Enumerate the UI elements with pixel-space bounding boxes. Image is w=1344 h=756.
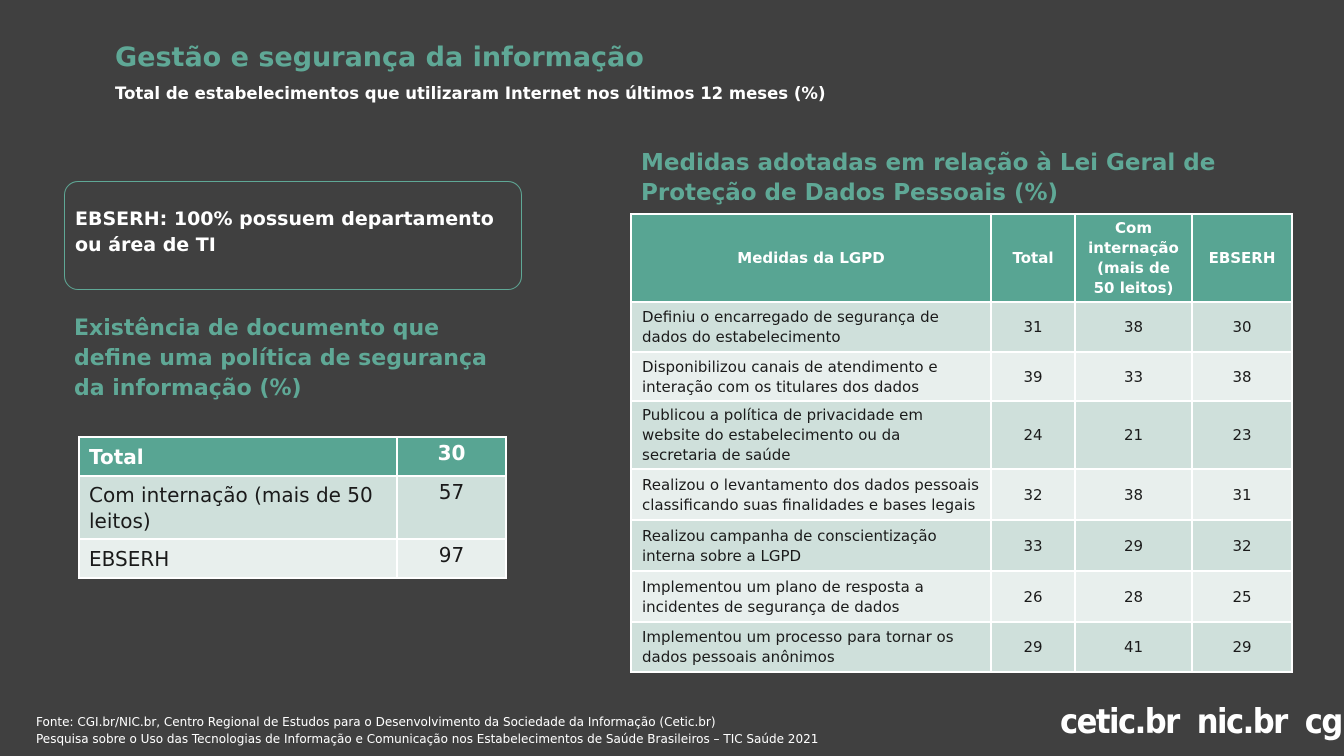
cell-value: 38 — [1074, 468, 1193, 521]
cell-value: 29 — [990, 621, 1076, 673]
table-row: Publicou a política de privacidade em we… — [630, 400, 1293, 470]
cell-value: 39 — [990, 351, 1076, 402]
cell-value: 97 — [396, 538, 507, 579]
cell-value: 24 — [990, 400, 1076, 470]
cell-value: 33 — [990, 519, 1076, 572]
cell-value: 26 — [990, 570, 1076, 623]
cell-value: 38 — [1191, 351, 1293, 402]
survey: Pesquisa sobre o Uso das Tecnologias de … — [36, 732, 819, 746]
cell-value: 23 — [1191, 400, 1293, 470]
cell-value: 30 — [396, 436, 507, 477]
cell-value: 33 — [1074, 351, 1193, 402]
left-table: Total 30 Com internação (mais de 50 leitos… — [78, 436, 507, 579]
cell-label: Realizou campanha de conscientização int… — [630, 519, 992, 572]
cell-value: 25 — [1191, 570, 1293, 623]
cell-label: Implementou um processo para tornar os d… — [630, 621, 992, 673]
cell-label: Realizou o levantamento dos dados pessoa… — [630, 468, 992, 521]
cell-value: 57 — [396, 475, 507, 540]
cell-value: 32 — [990, 468, 1076, 521]
table-row: EBSERH 97 — [78, 538, 507, 579]
source: Fonte: CGI.br/NIC.br, Centro Regional de… — [36, 715, 716, 729]
right-table: Medidas da LGPD Total Com internação (mais… — [630, 213, 1293, 673]
cell-value: 31 — [1191, 468, 1293, 521]
table-row: Realizou campanha de conscientização int… — [630, 519, 1293, 572]
table-row: Implementou um plano de resposta a incid… — [630, 570, 1293, 623]
table-row: Implementou um processo para tornar os d… — [630, 621, 1293, 673]
cell-label: Definiu o encarregado de segurança de da… — [630, 301, 992, 353]
highlight-box: EBSERH: 100% possuem departamento ou áre… — [64, 181, 522, 290]
logo: cgi.br — [1304, 702, 1344, 742]
table-row: Total 30 — [78, 436, 507, 477]
cell-label: Publicou a política de privacidade em we… — [630, 400, 992, 470]
right-table-title: Medidas adotadas em relação à Lei Geral … — [641, 150, 1216, 206]
cell-value: 41 — [1074, 621, 1193, 673]
column-header: Com internação (mais de 50 leitos) — [1074, 213, 1193, 303]
cell-value: 21 — [1074, 400, 1193, 470]
cell-value: 38 — [1074, 301, 1193, 353]
cell-value: 31 — [990, 301, 1076, 353]
table-row: Com internação (mais de 50 leitos) 57 — [78, 475, 507, 540]
logo: cetic.br — [1060, 702, 1180, 742]
column-header: EBSERH — [1191, 213, 1293, 303]
subtitle: Total de estabelecimentos que utilizaram… — [115, 84, 826, 103]
cell-value: 28 — [1074, 570, 1193, 623]
header-row: Medidas da LGPD Total Com internação (mais… — [630, 213, 1293, 303]
column-header: Total — [990, 213, 1076, 303]
cell-value: 30 — [1191, 301, 1293, 353]
table-row: Definiu o encarregado de segurança de da… — [630, 301, 1293, 353]
title: Gestão e segurança da informação — [115, 42, 644, 73]
cell-label: Total — [78, 436, 398, 477]
table-row: Realizou o levantamento dos dados pessoa… — [630, 468, 1293, 521]
cell-label: Implementou um plano de resposta a incid… — [630, 570, 992, 623]
cell-label: Com internação (mais de 50 leitos) — [78, 475, 398, 540]
logo: nic.br — [1196, 702, 1289, 742]
table-row: Disponibilizou canais de atendimento e i… — [630, 351, 1293, 402]
column-header: Medidas da LGPD — [630, 213, 992, 303]
cell-label: EBSERH — [78, 538, 398, 579]
cell-value: 32 — [1191, 519, 1293, 572]
cell-value: 29 — [1191, 621, 1293, 673]
logos: cetic.br nic.br cgi.br — [1060, 702, 1344, 742]
left-table-title: Existência de documento que define uma p… — [74, 316, 487, 401]
cell-label: Disponibilizou canais de atendimento e i… — [630, 351, 992, 402]
cell-value: 29 — [1074, 519, 1193, 572]
